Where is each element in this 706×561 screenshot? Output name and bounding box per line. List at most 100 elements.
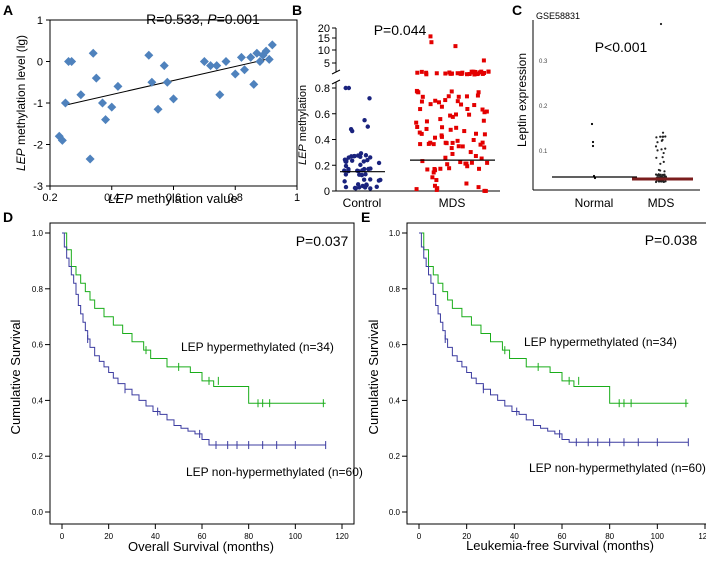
b-control-point xyxy=(353,186,359,191)
b-y-tick-label: 15 xyxy=(318,33,330,45)
c-cat-mds: MDS xyxy=(648,196,675,210)
a-y-tick-label: 1 xyxy=(37,15,43,27)
a-data-point xyxy=(169,94,178,104)
b-mds-point xyxy=(415,70,420,75)
c-mds-point xyxy=(661,156,664,159)
a-y-tick-label: 0 xyxy=(37,57,43,69)
b-control-point xyxy=(374,184,379,189)
a-data-point xyxy=(101,115,111,125)
c-normal-point xyxy=(591,144,595,148)
e-y-tick-label: 0.4 xyxy=(389,396,401,405)
b-mds-point xyxy=(449,89,454,94)
a-data-point xyxy=(206,61,216,71)
b-control-point xyxy=(360,183,365,189)
a-data-point xyxy=(147,77,157,87)
a-y-tick-label: -1 xyxy=(33,98,43,110)
b-mds-point xyxy=(467,112,472,117)
a-x-tick-label: 1 xyxy=(294,192,300,204)
b-control-point xyxy=(352,153,357,159)
b-control-point xyxy=(361,177,367,182)
e-plot-frame xyxy=(406,222,706,525)
b-mds-point xyxy=(419,99,424,104)
b-mds-point xyxy=(434,71,439,76)
b-mds-point xyxy=(454,125,459,130)
d-x-tick-label: 60 xyxy=(198,532,207,541)
b-mds-point xyxy=(424,119,429,124)
a-x-tick-label: 0.8 xyxy=(228,192,243,204)
c-mds-point xyxy=(664,147,667,150)
b-mds-point xyxy=(469,160,474,165)
b-mds-point xyxy=(446,94,451,99)
c-axes: 0.3 0.2 0.1 xyxy=(532,20,700,191)
b-control-point xyxy=(363,172,368,177)
c-mds-point xyxy=(659,162,662,165)
e-y-label: Cumulative Survival xyxy=(366,319,381,434)
b-mds-point xyxy=(458,160,463,165)
b-control-point xyxy=(367,96,372,101)
b-mds-point xyxy=(469,69,474,74)
panel-a: 0.2 0.4 0.6 0.8 1 1 0 -1 -2 -3 R=0.533, P=0.001 L… xyxy=(14,11,300,206)
c-mds-point xyxy=(661,131,665,134)
a-data-point xyxy=(236,52,246,62)
b-mds-point xyxy=(439,133,444,138)
e-x-tick-label: 0 xyxy=(417,532,422,541)
e-x-tick-label: 60 xyxy=(558,532,567,541)
d-km-curve-0 xyxy=(62,232,326,404)
e-x-label: Leukemia-free Survival (months) xyxy=(466,538,654,553)
b-mds-point xyxy=(431,142,436,147)
b-y-tick-label: 5 xyxy=(324,58,330,70)
c-mds-point xyxy=(655,136,658,139)
e-axes: 0 20 40 60 80 100 120 0.0 0.2 0.4 0.6 0.8 1.0 xyxy=(389,222,706,541)
c-y-tick-label: 0.3 xyxy=(539,59,548,65)
b-mds-point xyxy=(431,170,436,175)
c-mds-point xyxy=(664,180,667,183)
b-mds-point xyxy=(465,164,470,169)
b-mds-point xyxy=(449,146,454,151)
b-control-point xyxy=(342,179,347,184)
a-data-point xyxy=(91,73,101,83)
c-normal-point xyxy=(590,122,594,126)
b-mds-point xyxy=(474,131,479,136)
b-control-point xyxy=(368,177,373,182)
b-mds-point xyxy=(479,156,484,161)
b-mds-point xyxy=(464,72,469,77)
c-mds-point xyxy=(662,160,665,163)
c-mds-point xyxy=(664,135,667,138)
b-mds-point xyxy=(467,72,472,77)
panel-letter-e: E xyxy=(361,209,370,225)
b-mds-point xyxy=(475,93,480,98)
b-control-point xyxy=(365,157,370,163)
b-mds-point xyxy=(465,106,470,111)
b-mds-point xyxy=(455,71,460,76)
b-mds-point xyxy=(438,117,443,122)
b-mds-point xyxy=(432,183,437,188)
b-mds-point xyxy=(485,160,490,165)
b-mds-point xyxy=(414,187,419,192)
b-mds-point xyxy=(462,129,467,134)
a-data-point xyxy=(264,54,274,64)
b-mds-point xyxy=(464,94,469,99)
d-x-tick-label: 40 xyxy=(151,532,160,541)
c-y-label: Leptin expression xyxy=(515,53,529,147)
b-mds-point xyxy=(445,162,450,167)
b-control-point xyxy=(368,155,373,160)
b-control-point xyxy=(349,158,355,163)
a-y-tick-label: -3 xyxy=(33,181,43,193)
a-y-label: LEP methylation level (lg) xyxy=(14,35,28,171)
c-mds-point xyxy=(654,145,658,148)
panel-e: 0 20 40 60 80 100 120 0.0 0.2 0.4 0.6 0.8 1.0 P=0.03… xyxy=(366,222,706,553)
e-y-tick-label: 0.8 xyxy=(389,285,401,294)
c-mds-point xyxy=(662,135,665,138)
b-mds-point xyxy=(419,69,424,74)
d-x-tick-label: 100 xyxy=(289,532,303,541)
b-y-tick-label: 0.2 xyxy=(315,160,330,172)
e-km-curve-1 xyxy=(419,232,689,443)
a-data-point xyxy=(85,154,95,164)
b-control-point xyxy=(378,177,383,183)
b-mds-point xyxy=(415,89,420,94)
b-mds-point xyxy=(420,94,425,99)
b-mds-point xyxy=(418,142,423,147)
b-mds-point xyxy=(477,70,482,75)
d-x-tick-label: 80 xyxy=(244,532,253,541)
